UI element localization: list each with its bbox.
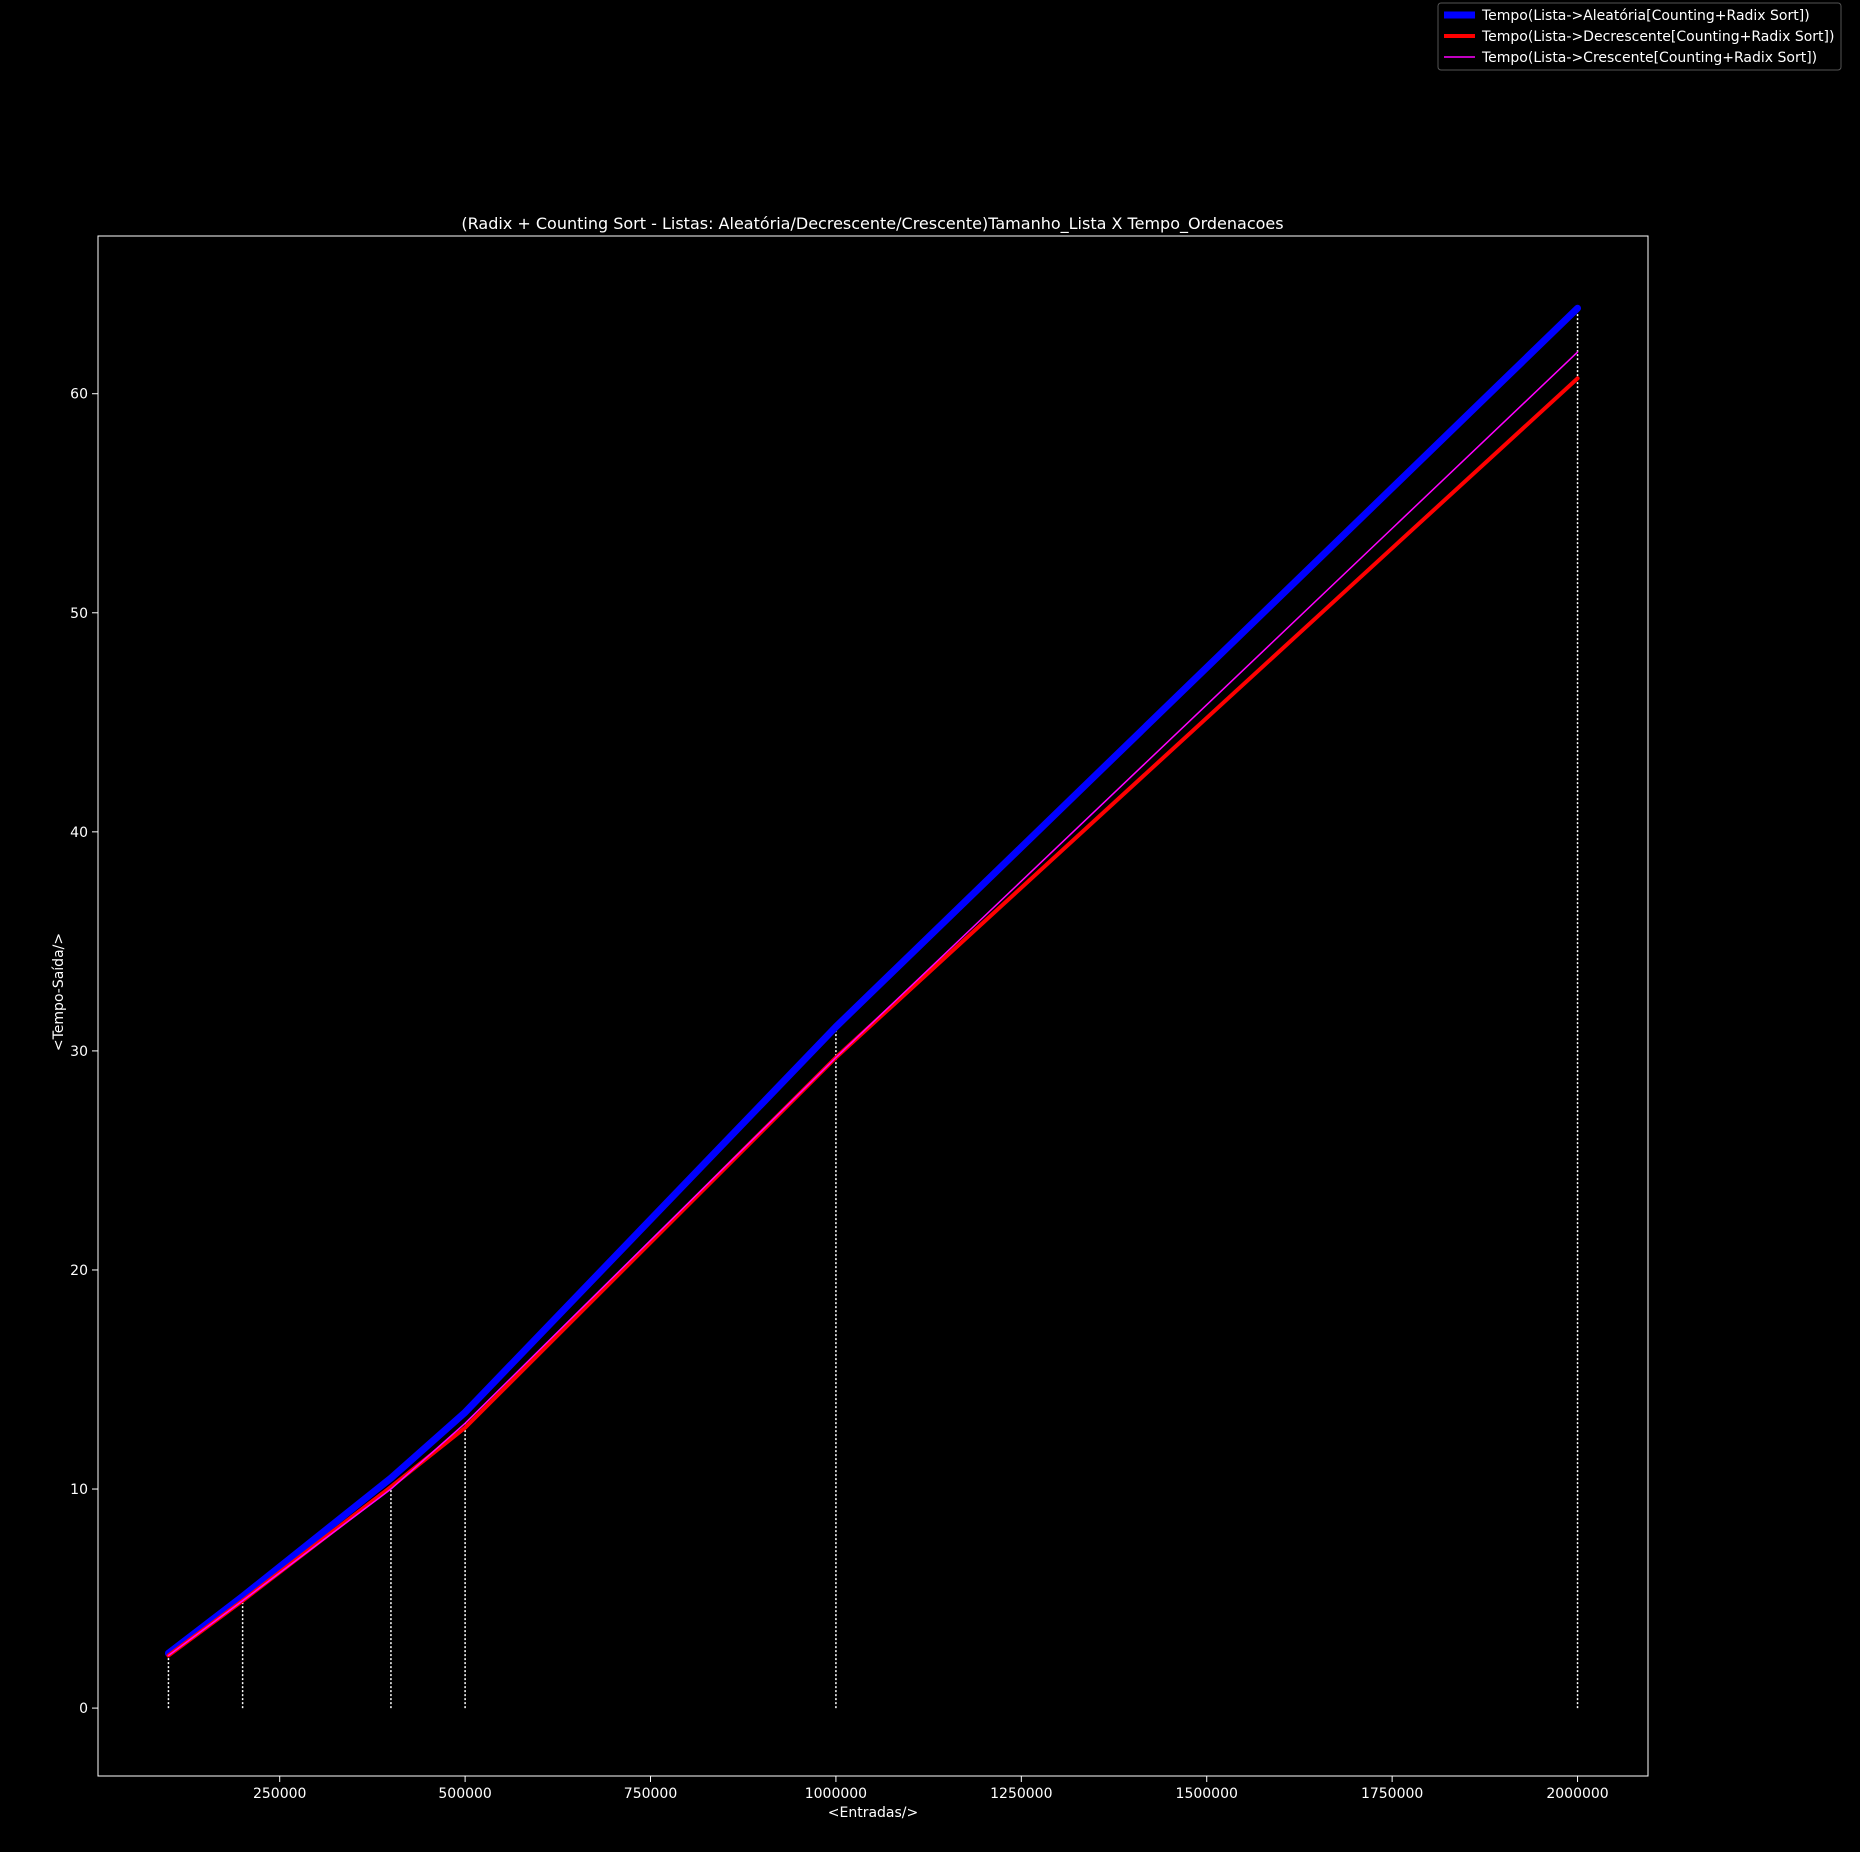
y-tick-label: 50 [70, 606, 88, 622]
chart-title: (Radix + Counting Sort - Listas: Aleatór… [461, 214, 1283, 234]
legend-label: Tempo(Lista->Aleatória[Counting+Radix So… [1481, 8, 1810, 24]
y-tick-label: 60 [70, 387, 88, 403]
guide-lines [167, 308, 1579, 1709]
x-axis: 250000 500000 750000 1000000 1250000 1500000 1… [253, 1776, 1609, 1802]
y-tick-label: 40 [70, 825, 88, 841]
y-tick-label: 30 [70, 1044, 88, 1060]
plot-area-frame [97, 235, 1649, 1777]
x-tick-label: 250000 [253, 1786, 306, 1802]
y-axis-label: <Tempo-Saída/> [51, 933, 67, 1051]
x-tick-label: 1750000 [1361, 1786, 1423, 1802]
y-tick-label: 10 [70, 1482, 88, 1498]
y-axis: 0 10 20 30 40 50 60 [70, 387, 98, 1717]
x-tick-label: 500000 [438, 1786, 491, 1802]
series-lines [164, 304, 1582, 1658]
legend-box [1437, 2, 1842, 71]
x-tick-label: 2000000 [1546, 1786, 1608, 1802]
legend-label: Tempo(Lista->Crescente[Counting+Radix So… [1481, 50, 1817, 66]
legend-label: Tempo(Lista->Decrescente[Counting+Radix … [1481, 29, 1834, 45]
series-line [164, 304, 1582, 1657]
y-tick-label: 20 [70, 1263, 88, 1279]
x-tick-label: 1500000 [1176, 1786, 1238, 1802]
series-line [167, 351, 1579, 1657]
x-tick-label: 750000 [624, 1786, 677, 1802]
legend: Tempo(Lista->Aleatória[Counting+Radix So… [1437, 2, 1842, 71]
x-axis-label: <Entradas/> [828, 1805, 918, 1821]
x-tick-label: 1250000 [990, 1786, 1052, 1802]
x-tick-label: 1000000 [805, 1786, 867, 1802]
y-tick-label: 0 [79, 1701, 88, 1717]
